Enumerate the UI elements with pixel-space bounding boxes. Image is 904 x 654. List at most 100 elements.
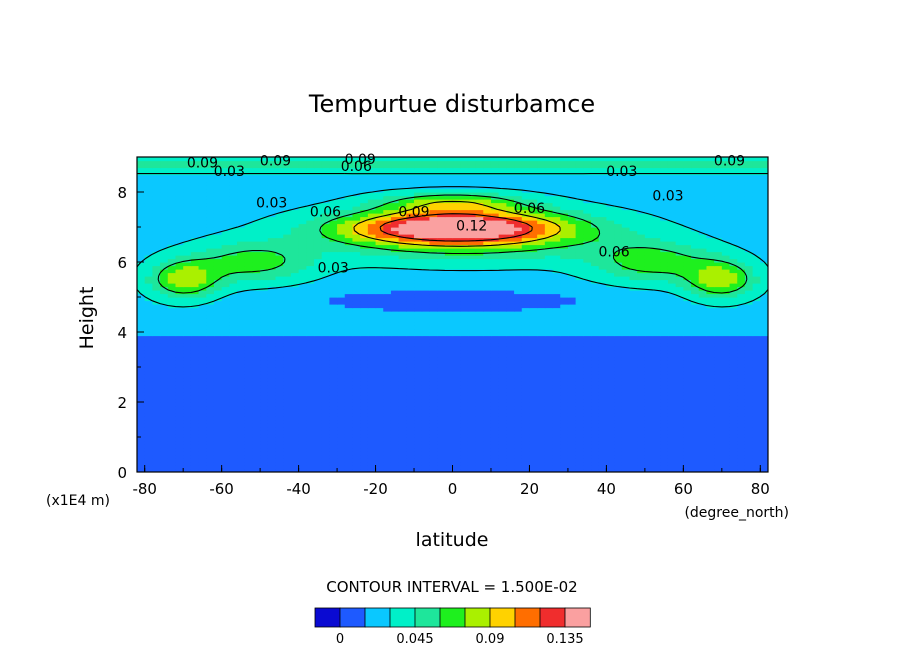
field-cell [521,468,531,472]
field-cell [691,290,700,295]
field-cell [229,395,238,400]
field-cell [714,451,723,456]
field-cell [744,402,754,407]
field-cell [729,377,738,382]
field-cell [744,325,754,330]
field-cell [537,283,546,288]
field-cell [737,304,746,309]
field-cell [229,458,238,463]
field-cell [229,269,238,274]
field-cell [190,374,200,379]
field-cell [175,430,184,435]
field-cell [729,297,738,302]
field-cell [221,412,230,417]
field-cell [344,269,354,274]
field-cell [429,325,438,330]
field-cell [137,332,146,337]
field-cell [567,339,577,344]
field-cell [544,325,554,330]
field-cell [714,290,723,295]
field-cell [644,451,654,456]
field-cell [737,290,746,295]
field-cell [375,293,384,298]
field-cell [383,465,392,470]
field-cell [652,353,661,358]
field-cell [706,377,715,382]
field-cell [514,356,523,361]
field-cell [644,423,654,428]
field-cell [252,262,261,267]
field-cell [183,395,192,400]
field-cell [306,370,315,375]
field-cell [591,258,600,263]
field-cell [337,461,346,466]
field-cell [390,395,400,400]
field-cell [621,342,631,347]
field-cell [652,370,661,375]
field-cell [352,454,361,459]
field-cell [583,258,592,263]
field-cell [460,384,469,389]
field-cell [367,433,377,438]
field-cell [752,447,761,452]
field-cell [252,325,261,330]
field-cell [298,370,307,375]
field-cell [306,356,315,361]
field-cell [483,339,492,344]
field-cell [460,395,469,400]
field-cell [637,272,646,277]
field-cell [298,433,307,438]
field-cell [414,356,423,361]
field-cell [290,405,300,410]
field-cell [560,300,569,305]
field-cell [498,311,507,316]
field-cell [552,307,561,312]
field-cell [414,381,423,386]
field-cell [729,458,738,463]
field-cell [260,307,269,312]
field-cell [575,444,584,449]
field-cell [744,328,754,333]
field-cell [414,384,423,389]
field-cell [321,405,330,410]
field-cell [198,339,207,344]
field-cell [360,286,369,291]
field-cell [313,388,323,393]
field-cell [444,381,454,386]
field-cell [190,437,200,442]
field-cell [514,381,523,386]
field-cell [275,409,284,414]
field-cell [621,374,631,379]
field-cell [260,444,269,449]
field-cell [267,430,277,435]
field-cell [490,293,500,298]
field-cell [652,437,661,442]
field-cell [437,332,446,337]
field-cell [167,412,177,417]
field-cell [683,314,692,319]
field-cell [167,356,177,361]
field-cell [137,374,146,379]
field-cell [537,314,546,319]
field-cell [383,374,392,379]
field-cell [660,384,669,389]
field-cell [683,395,692,400]
field-cell [429,395,438,400]
field-cell [544,363,554,368]
field-cell [506,405,515,410]
field-cell [729,328,738,333]
field-cell [752,269,761,274]
field-cell [537,349,546,354]
field-cell [421,335,431,340]
field-cell [460,419,469,424]
field-cell [275,395,284,400]
field-cell [290,465,300,470]
field-cell [414,335,423,340]
field-cell [567,398,577,403]
field-cell [721,426,731,431]
field-cell [221,444,230,449]
field-cell [237,279,246,284]
field-cell [152,388,161,393]
field-cell [414,318,423,323]
field-cell [398,395,407,400]
